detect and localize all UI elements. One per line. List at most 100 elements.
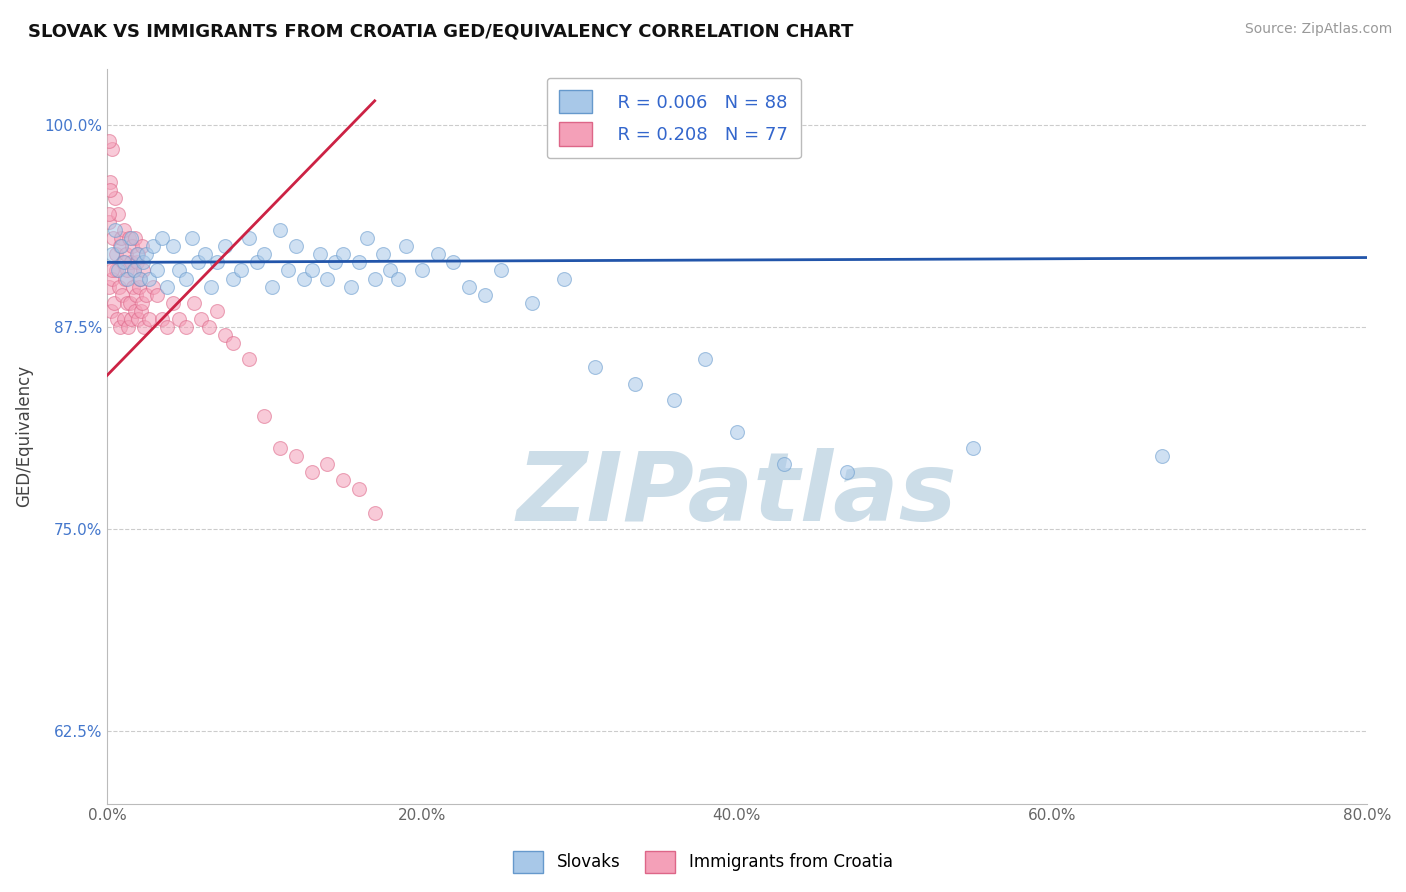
Text: SLOVAK VS IMMIGRANTS FROM CROATIA GED/EQUIVALENCY CORRELATION CHART: SLOVAK VS IMMIGRANTS FROM CROATIA GED/EQ…	[28, 22, 853, 40]
Point	[112, 255, 135, 269]
Point	[284, 450, 307, 464]
Point	[150, 312, 173, 326]
Point	[110, 239, 132, 253]
Point	[124, 231, 146, 245]
Point	[190, 312, 212, 326]
Point	[205, 303, 228, 318]
Point	[169, 263, 191, 277]
Point	[662, 392, 685, 407]
Point	[253, 247, 276, 261]
Point	[112, 312, 135, 326]
Point	[187, 255, 209, 269]
Point	[132, 320, 155, 334]
Point	[135, 247, 157, 261]
Point	[118, 295, 141, 310]
Point	[146, 263, 169, 277]
Point	[138, 271, 160, 285]
Point	[120, 312, 142, 326]
Point	[583, 360, 606, 375]
Point	[363, 506, 385, 520]
Point	[269, 223, 291, 237]
Point	[332, 474, 354, 488]
Point	[277, 263, 299, 277]
Point	[174, 320, 197, 334]
Point	[380, 263, 402, 277]
Point	[441, 255, 464, 269]
Point	[103, 295, 125, 310]
Point	[120, 231, 142, 245]
Point	[222, 336, 245, 351]
Point	[138, 312, 160, 326]
Point	[245, 255, 267, 269]
Point	[301, 466, 323, 480]
Point	[214, 328, 236, 343]
Point	[837, 466, 859, 480]
Point	[301, 263, 323, 277]
Point	[150, 231, 173, 245]
Point	[122, 263, 145, 277]
Point	[101, 271, 124, 285]
Point	[292, 271, 315, 285]
Point	[181, 231, 204, 245]
Point	[253, 409, 276, 423]
Point	[103, 231, 125, 245]
Point	[308, 247, 330, 261]
Point	[125, 287, 148, 301]
Point	[100, 263, 122, 277]
Point	[104, 191, 127, 205]
Point	[104, 263, 127, 277]
Point	[97, 215, 120, 229]
Point	[122, 279, 145, 293]
Point	[127, 312, 149, 326]
Point	[120, 255, 142, 269]
Point	[142, 279, 165, 293]
Point	[347, 482, 370, 496]
Point	[162, 295, 184, 310]
Point	[110, 231, 132, 245]
Point	[98, 279, 121, 293]
Point	[284, 239, 307, 253]
Point	[205, 255, 228, 269]
Y-axis label: GED/Equivalency: GED/Equivalency	[15, 365, 32, 508]
Point	[725, 425, 748, 439]
Point	[132, 255, 155, 269]
Point	[316, 458, 339, 472]
Point	[356, 231, 378, 245]
Point	[146, 287, 169, 301]
Point	[108, 239, 131, 253]
Point	[553, 271, 575, 285]
Point	[489, 263, 512, 277]
Point	[107, 279, 129, 293]
Point	[174, 271, 197, 285]
Text: ZIPatlas: ZIPatlas	[516, 449, 957, 541]
Point	[183, 295, 205, 310]
Point	[111, 287, 134, 301]
Legend:   R = 0.006   N = 88,   R = 0.208   N = 77: R = 0.006 N = 88, R = 0.208 N = 77	[547, 78, 801, 158]
Point	[269, 441, 291, 455]
Point	[121, 239, 143, 253]
Point	[110, 320, 132, 334]
Point	[125, 247, 148, 261]
Point	[194, 247, 217, 261]
Point	[156, 279, 179, 293]
Point	[111, 255, 134, 269]
Point	[387, 271, 409, 285]
Text: Source: ZipAtlas.com: Source: ZipAtlas.com	[1244, 22, 1392, 37]
Point	[129, 303, 152, 318]
Point	[262, 279, 284, 293]
Point	[129, 271, 152, 285]
Point	[135, 287, 157, 301]
Point	[323, 255, 346, 269]
Point	[229, 263, 252, 277]
Point	[371, 247, 394, 261]
Point	[340, 279, 363, 293]
Point	[131, 295, 153, 310]
Point	[107, 207, 129, 221]
Point	[363, 271, 385, 285]
Point	[132, 263, 155, 277]
Point	[100, 247, 122, 261]
Point	[127, 247, 149, 261]
Point	[125, 255, 148, 269]
Point	[100, 303, 122, 318]
Point	[98, 183, 121, 197]
